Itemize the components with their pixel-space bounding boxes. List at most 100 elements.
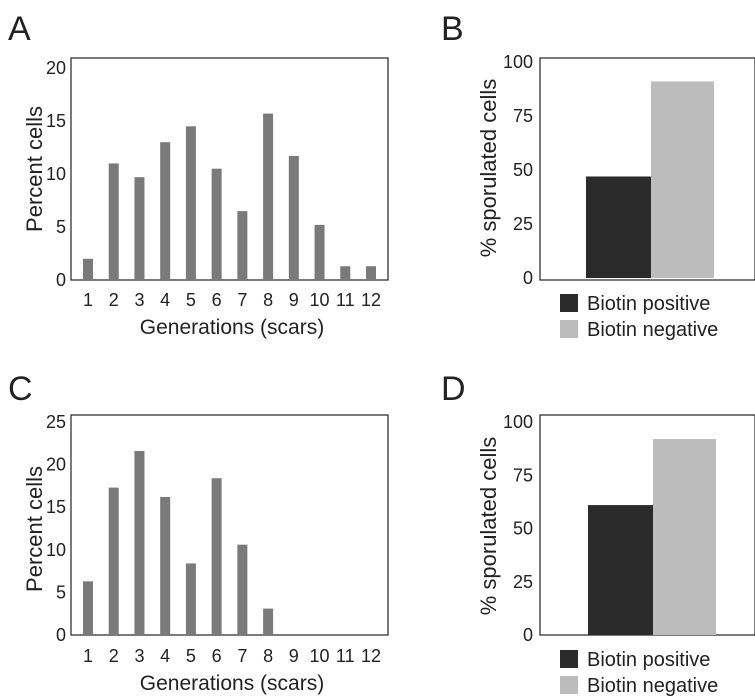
panel-c-bar [108,487,119,635]
panel-d-legend-label: Biotin positive [587,649,710,671]
panel-c-plot-frame [70,414,389,636]
panel-a-x-tick-label: 7 [237,290,247,310]
panel-b-legend: Biotin positive Biotin negative [560,293,718,341]
panel-d-y-tick-label: 75 [513,465,533,485]
panel-c-bar [211,478,222,635]
panel-c-y-tick-label: 5 [56,582,66,602]
panel-a-x-tick-labels: 1 2 3 4 5 6 7 8 9 10 11 12 [83,290,381,310]
panel-c-x-tick-label: 1 [83,646,93,666]
panel-c-x-tick-label: 10 [310,646,330,666]
panel-a-bar [366,266,376,280]
panel-d-bars [588,439,716,635]
panel-b-plot-frame [539,57,755,281]
panel-a-x-tick-label: 12 [361,290,381,310]
panel-c-y-tick-label: 20 [46,455,66,475]
panel-a-bar [134,177,145,280]
panel-c-bars [83,450,274,635]
panel-c-x-tick-label: 2 [109,646,119,666]
panel-d-legend-label: Biotin negative [587,675,718,697]
panel-a-bar [108,163,119,280]
panel-b-legend-swatch [560,320,578,338]
panel-a-x-tick-label: 8 [263,290,273,310]
panel-d-y-tick-labels: 0 25 50 75 100 [503,412,533,645]
panel-b: B 0 25 50 75 100% sporulated cells Biotin posi… [441,10,755,341]
panel-c-y-tick-label: 25 [46,412,66,432]
panel-d-y-axis-title: % sporulated cells [476,437,501,616]
panel-a-letter: A [8,10,31,48]
panel-b-y-tick-label: 100 [503,52,533,72]
panel-c-x-tick-label: 5 [186,646,196,666]
panel-c-bar [237,544,248,635]
panel-c-bar [134,450,145,635]
panel-a-plot-frame [70,57,389,281]
panel-d-y-tick-label: 25 [513,572,533,592]
panel-a-x-tick-label: 2 [109,290,119,310]
panel-b-y-tick-label: 50 [513,160,533,180]
panel-a-bar [211,168,222,280]
panel-c-bar [83,581,93,635]
panel-a-x-tick-label: 4 [160,290,170,310]
panel-a-bar [185,126,196,280]
panel-c-y-tick-labels: 0 5 10 15 20 25 [46,412,66,645]
panel-c-y-tick-label: 0 [56,625,66,645]
panel-a-x-tick-label: 10 [310,290,330,310]
panel-a-x-tick-label: 1 [83,290,93,310]
panel-a-y-tick-label: 20 [46,58,66,78]
panel-d-legend-swatch [560,650,578,668]
panel-c-x-tick-label: 9 [289,646,299,666]
panel-c-bar [263,608,274,635]
panel-c-y-axis-title: Percent cells [22,466,47,592]
panel-a-y-tick-label: 10 [46,164,66,184]
panel-c-x-tick-label: 7 [237,646,247,666]
panel-b-y-tick-label: 0 [523,268,533,288]
panel-a-bar [288,155,299,280]
panel-b-bar [586,176,651,278]
panel-a-bar [160,142,171,280]
panel-a-x-tick-label: 9 [289,290,299,310]
panel-d-bar [588,505,653,635]
panel-b-y-tick-label: 25 [513,214,533,234]
panel-c-bar [160,496,171,635]
panel-a-y-tick-label: 5 [56,217,66,237]
panel-c-bar [185,563,196,635]
panel-a-x-tick-label: 11 [336,290,355,310]
panel-a-bar [237,211,248,280]
panel-a-x-tick-label: 6 [212,290,222,310]
panel-d-y-tick-label: 0 [523,625,533,645]
panel-a-x-tick-label: 3 [134,290,144,310]
panel-d-legend: Biotin positive Biotin negative [560,649,718,697]
panel-b-legend-swatch [560,294,578,312]
panel-d-legend-swatch [560,676,578,694]
panel-c-x-tick-label: 4 [160,646,170,666]
panel-b-y-tick-labels: 0 25 50 75 100 [503,52,533,288]
panel-c-x-tick-label: 12 [361,646,381,666]
panel-a-bars [83,113,376,280]
panel-b-legend-label: Biotin negative [587,319,718,341]
panel-a-bar [340,266,351,280]
panel-d-y-tick-label: 50 [513,519,533,539]
panel-c-x-tick-label: 3 [134,646,144,666]
panel-c-x-tick-label: 8 [263,646,273,666]
panel-a-y-axis-title: Percent cells [22,106,47,232]
panel-a-y-tick-label: 15 [46,111,66,131]
panel-a-x-tick-label: 5 [186,290,196,310]
panel-d: D 0 25 50 75 100% sporulated cells Biotin posi… [441,370,755,697]
panel-a-y-tick-labels: 0 5 10 15 20 [46,58,66,290]
panel-c-x-tick-labels: 1 2 3 4 5 6 7 8 9 10 11 12 [83,646,381,666]
panel-a-bar [314,224,325,280]
panel-d-bar [653,439,716,635]
panel-d-letter: D [441,370,466,408]
panel-c-x-tick-label: 6 [212,646,222,666]
panel-d-y-tick-label: 100 [503,412,533,432]
panel-c-letter: C [8,370,33,408]
panel-b-legend-label: Biotin positive [587,293,710,315]
panel-b-y-axis-title: % sporulated cells [476,79,501,258]
panel-a-x-axis-title: Generations (scars) [140,316,324,339]
panel-a-bar [83,258,93,280]
panel-c-y-tick-label: 10 [46,540,66,560]
panel-b-bar [651,81,714,278]
panel-c-x-axis-title: Generations (scars) [140,672,324,695]
